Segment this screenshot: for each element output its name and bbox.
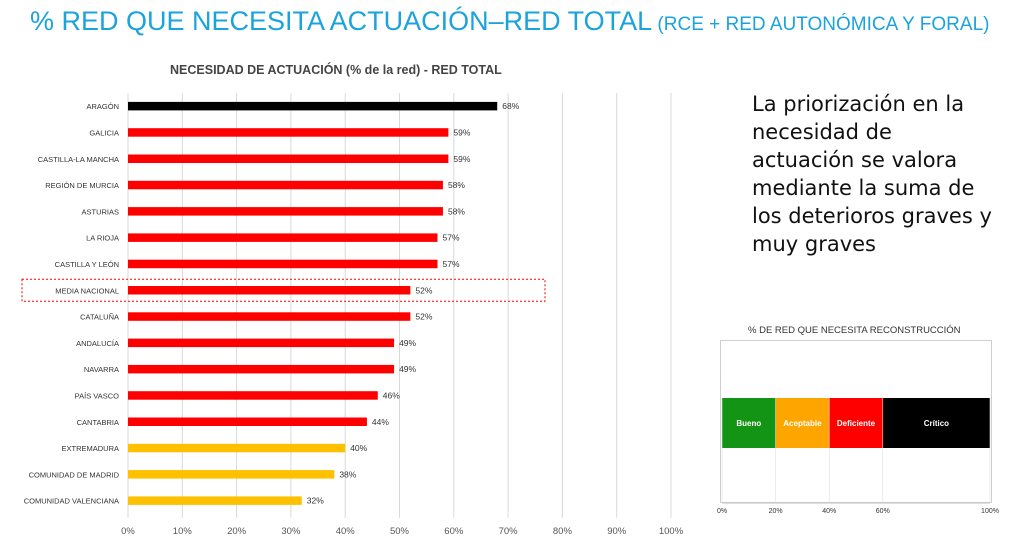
- value-label: 58%: [448, 206, 465, 216]
- bar: [128, 391, 378, 400]
- value-label: 68%: [502, 101, 519, 111]
- x-tick-label: 60%: [876, 508, 890, 515]
- category-label: REGIÓN DE MURCIA: [45, 181, 119, 190]
- category-label: EXTREMADURA: [61, 444, 119, 453]
- value-label: 49%: [399, 364, 416, 374]
- recon-chart-title: % DE RED QUE NECESITA RECONSTRUCCIÓN: [748, 325, 961, 336]
- segment-bar: [829, 398, 883, 448]
- x-tick-label: 50%: [390, 526, 410, 537]
- category-label: PAÍS VASCO: [75, 391, 119, 400]
- x-tick-label: 30%: [281, 526, 301, 537]
- x-tick-label: 100%: [659, 526, 684, 537]
- segment-bar: [775, 398, 830, 448]
- slide-title-main: % RED QUE NECESITA ACTUACIÓN–RED TOTAL: [30, 6, 653, 36]
- value-label: 49%: [399, 338, 416, 348]
- x-tick-label: 60%: [444, 526, 464, 537]
- category-label: CASTILLA Y LEÓN: [55, 260, 119, 269]
- segment-label: Aceptable: [783, 419, 822, 428]
- highlight-box: [21, 278, 546, 302]
- segment-label: Bueno: [736, 419, 761, 428]
- priority-note: La priorización en la necesidad de actua…: [752, 92, 992, 256]
- bar: [128, 496, 302, 505]
- value-label: 59%: [453, 154, 470, 164]
- category-label: MEDIA NACIONAL: [55, 286, 119, 295]
- category-label: ARAGÓN: [86, 102, 119, 111]
- category-label: CASTILLA-LA MANCHA: [38, 155, 119, 164]
- x-tick-label: 0%: [121, 526, 135, 537]
- bar: [128, 154, 449, 163]
- slide-title-sub: (RCE + RED AUTONÓMICA Y FORAL): [652, 14, 990, 35]
- x-tick-label: 100%: [981, 508, 999, 515]
- x-tick-label: 70%: [499, 526, 519, 537]
- bar: [128, 207, 443, 216]
- value-label: 32%: [307, 496, 324, 506]
- main-chart-title: NECESIDAD DE ACTUACIÓN (% de la red) - R…: [170, 63, 502, 77]
- bar: [128, 338, 395, 348]
- bar: [128, 286, 411, 295]
- bar: [128, 259, 438, 269]
- x-tick-label: 20%: [227, 526, 247, 537]
- slide-title: % RED QUE NECESITA ACTUACIÓN–RED TOTAL (…: [30, 6, 989, 37]
- value-label: 46%: [383, 390, 400, 400]
- category-label: COMUNIDAD DE MADRID: [29, 470, 120, 479]
- bar: [128, 364, 395, 374]
- x-tick-label: 40%: [336, 526, 356, 537]
- bar: [128, 470, 335, 479]
- category-label: COMUNIDAD VALENCIANA: [24, 497, 119, 506]
- main-bar-chart: 0% 10% 20% 30% 40% 50% 60% 70% 80% 90% 100% ARAGÓN 6…: [21, 93, 684, 537]
- category-label: LA RIOJA: [86, 234, 119, 243]
- segment-label: Deficiente: [837, 419, 876, 428]
- bar: [128, 101, 498, 111]
- value-label: 38%: [339, 469, 356, 479]
- x-tick-label: 40%: [822, 508, 836, 515]
- category-label: GALICIA: [89, 128, 119, 137]
- value-label: 52%: [415, 312, 432, 322]
- value-label: 57%: [443, 233, 460, 243]
- bar: [128, 128, 449, 137]
- value-label: 44%: [372, 417, 389, 427]
- category-label: CANTABRIA: [77, 418, 119, 427]
- x-tick-label: 20%: [769, 508, 783, 515]
- segment-label: Crítico: [924, 419, 949, 428]
- value-label: 57%: [443, 259, 460, 269]
- category-label: CATALUÑA: [80, 313, 119, 322]
- category-label: ANDALUCÍA: [76, 339, 119, 348]
- x-tick-label: 90%: [607, 526, 627, 537]
- category-label: ASTURIAS: [81, 207, 119, 216]
- value-label: 52%: [415, 285, 432, 295]
- bar: [128, 180, 443, 190]
- bar: [128, 443, 346, 453]
- value-label: 40%: [350, 443, 367, 453]
- x-tick-label: 10%: [173, 526, 193, 537]
- value-label: 58%: [448, 180, 465, 190]
- segment-bar: [722, 398, 776, 448]
- category-label: NAVARRA: [84, 365, 119, 374]
- x-tick-label: 0%: [717, 508, 727, 515]
- bar: [128, 233, 438, 242]
- recon-stacked-chart: Bueno Aceptable Deficiente Crítico 0% 20% 40% 6…: [717, 398, 999, 515]
- bar: [128, 312, 411, 321]
- x-tick-label: 80%: [553, 526, 573, 537]
- value-label: 59%: [453, 127, 470, 137]
- segment-bar: [882, 398, 990, 448]
- bar: [128, 417, 367, 426]
